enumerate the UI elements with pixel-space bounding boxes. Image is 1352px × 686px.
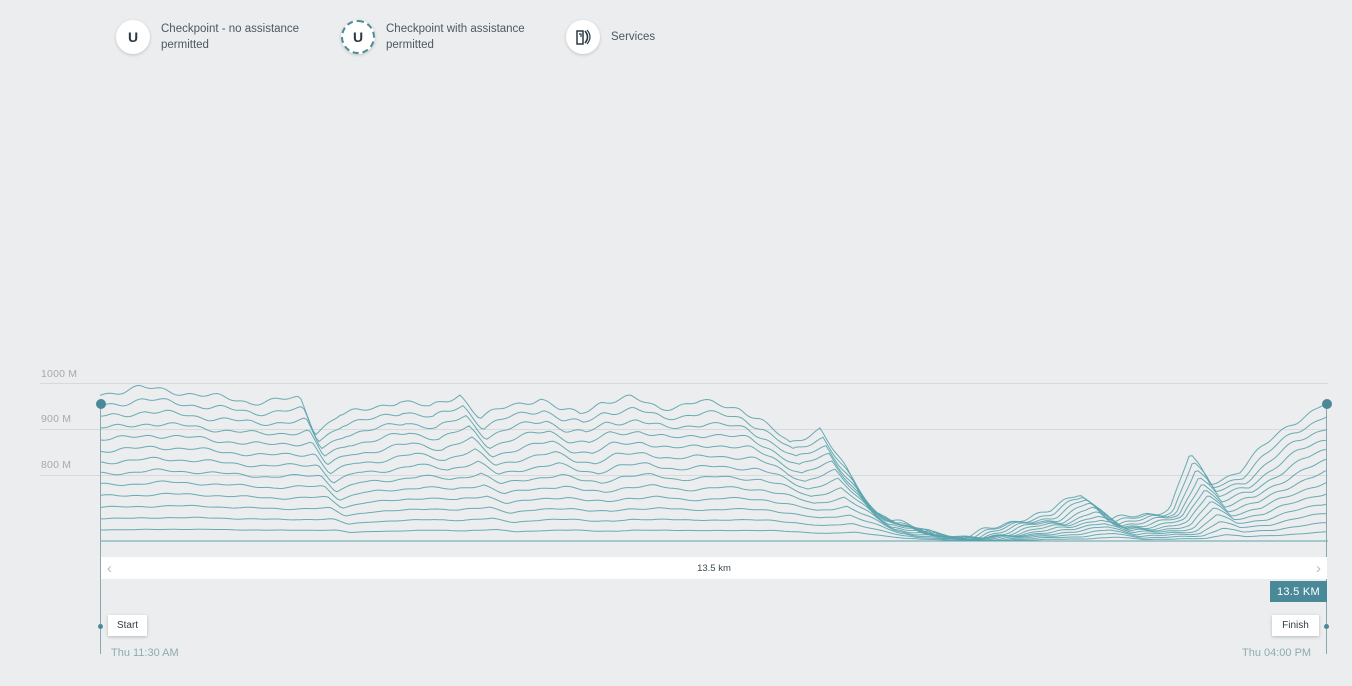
profile-line (100, 384, 1328, 540)
checkpoint-assisted-icon: U (341, 20, 375, 54)
start-time: Thu 11:30 AM (111, 647, 179, 659)
elevation-profile[interactable] (100, 380, 1328, 545)
checkpoint-icon: U (116, 20, 150, 54)
profile-line (100, 528, 1328, 542)
legend: U Checkpoint - no assistance permitted U… (116, 20, 736, 60)
chevron-left-icon[interactable]: ‹ (107, 559, 112, 577)
profile-line (100, 409, 1328, 541)
profile-line (100, 504, 1328, 542)
finish-handle[interactable] (1322, 399, 1332, 409)
y-label-1000: 1000 M (41, 368, 78, 380)
finish-dot (1324, 624, 1329, 629)
finish-line (1326, 404, 1327, 654)
distance-badge: 13.5 KM (1270, 581, 1327, 602)
gridline (40, 383, 1328, 384)
profile-line (100, 456, 1328, 540)
profile-line (100, 434, 1328, 540)
profile-line (100, 468, 1328, 541)
legend-item-checkpoint: U Checkpoint - no assistance permitted (116, 20, 301, 54)
finish-tag[interactable]: Finish (1272, 615, 1319, 636)
start-handle[interactable] (96, 399, 106, 409)
services-icon (566, 20, 600, 54)
profile-line (100, 480, 1328, 541)
start-tag[interactable]: Start (108, 615, 147, 636)
legend-label: Checkpoint - no assistance permitted (161, 23, 300, 51)
y-label-800: 800 M (41, 459, 72, 471)
y-label-900: 900 M (41, 413, 72, 425)
legend-item-services: Services (566, 20, 751, 54)
profile-line (100, 398, 1328, 541)
profile-line (100, 492, 1328, 541)
range-label: 13.5 km (697, 562, 731, 574)
chevron-right-icon[interactable]: › (1315, 559, 1321, 577)
profile-line (100, 516, 1328, 542)
finish-time: Thu 04:00 PM (1242, 647, 1312, 659)
profile-line (100, 422, 1328, 541)
gridline (40, 475, 1328, 476)
legend-label: Services (611, 31, 656, 43)
legend-label: Checkpoint with assistance permitted (386, 23, 525, 51)
profile-line (100, 445, 1328, 539)
legend-item-checkpoint-assisted: U Checkpoint with assistance permitted (341, 20, 526, 54)
start-dot (98, 624, 103, 629)
start-line (100, 404, 101, 654)
range-scrollbar[interactable]: ‹ 13.5 km › (101, 557, 1327, 579)
gridline (40, 429, 1328, 430)
